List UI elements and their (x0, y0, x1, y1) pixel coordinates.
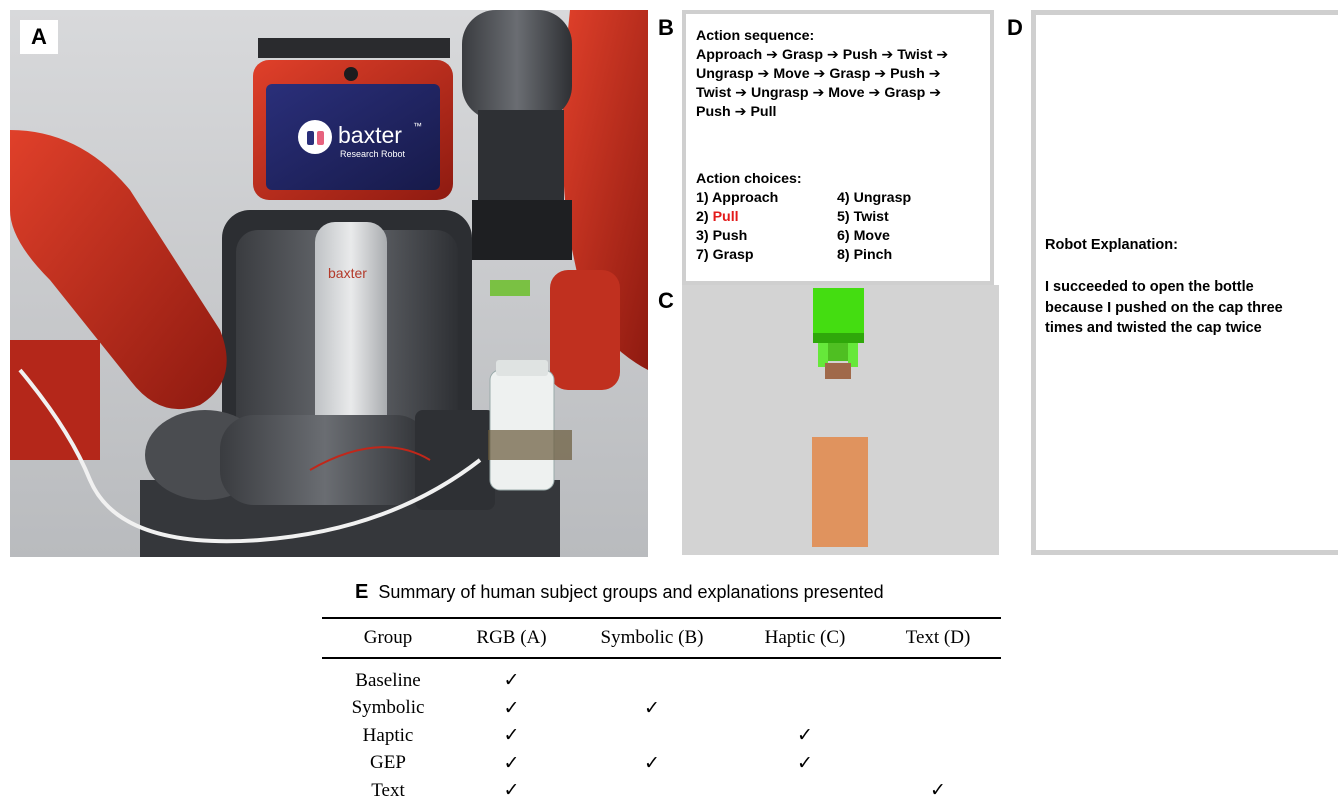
gripper-finger-left (818, 343, 828, 367)
action-choice: 1) Approach (696, 189, 837, 208)
choice-label: Pinch (853, 247, 893, 263)
empty-cell (569, 722, 735, 750)
checkmark-cell: ✓ (797, 752, 813, 774)
explanation-line: because I pushed on the cap three (1045, 299, 1283, 316)
choice-label: Grasp (712, 247, 754, 263)
empty-cell (875, 722, 1001, 750)
column-header-rgb: RGB (A) (476, 627, 547, 648)
action-choice: 6) Move (837, 227, 977, 246)
empty-cell (875, 658, 1001, 695)
action-sequence: Approach ➔ Grasp ➔ Push ➔ Twist ➔ Ungras… (696, 46, 980, 122)
checkmark-cell: ✓ (503, 670, 520, 692)
checkmark-cell: ✓ (503, 697, 520, 719)
screen-tm-text: ™ (413, 121, 422, 131)
empty-cell (569, 777, 735, 805)
choice-number: 2) (696, 209, 709, 225)
column-header-text: Text (D) (905, 627, 971, 648)
empty-cell (735, 658, 875, 695)
action-choice: 4) Ungrasp (837, 189, 977, 208)
group-name-cell: Haptic (362, 724, 414, 746)
action-choices-title: Action choices: (696, 171, 802, 187)
bottle-body (812, 437, 868, 547)
checkmark-cell: ✓ (930, 780, 946, 802)
choice-label: Move (853, 228, 890, 244)
gripper-finger-right (848, 343, 858, 367)
checkmark-cell: ✓ (644, 752, 660, 774)
action-sequence-line: Ungrasp ➔ Move ➔ Grasp ➔ Push ➔ (696, 66, 941, 82)
checkmark-cell: ✓ (503, 752, 520, 774)
panel-letter-d: D (1007, 15, 1023, 40)
robot-photo: baxter baxter ™ Research Robot (10, 10, 648, 557)
action-sequence-line: Approach ➔ Grasp ➔ Push ➔ Twist ➔ (696, 47, 949, 63)
column-header-haptic: Haptic (C) (764, 627, 846, 648)
gripper-palm (813, 288, 864, 333)
haptic-gripper-illustration (812, 288, 868, 547)
table-row: Baseline ✓ (322, 658, 1001, 695)
choice-label: Twist (853, 209, 889, 225)
table-row: Symbolic ✓ ✓ (322, 695, 1001, 723)
empty-cell (875, 750, 1001, 778)
action-choices-list: 1) Approach 4) Ungrasp 2) Pull 5) Twist … (696, 189, 980, 265)
table-row: GEP ✓ ✓ ✓ (322, 750, 1001, 778)
haptic-visualization-panel (682, 285, 999, 555)
baxter-robot-illustration: baxter baxter ™ Research Robot (10, 10, 648, 557)
group-name-cell: GEP (370, 752, 406, 774)
choice-label-highlighted: Pull (712, 209, 739, 225)
table-caption: E Summary of human subject groups and exp… (355, 581, 884, 603)
choice-number: 5) (837, 209, 850, 225)
empty-cell (735, 777, 875, 805)
checkmark-cell: ✓ (797, 725, 813, 747)
action-sequence-line: Twist ➔ Ungrasp ➔ Move ➔ Grasp ➔ (696, 85, 942, 101)
torso-brand-text: baxter (328, 265, 367, 281)
action-sequence-line: Push ➔ Pull (696, 104, 777, 120)
symbolic-explanation-panel: Action sequence: Approach ➔ Grasp ➔ Push… (682, 10, 994, 285)
panel-letter-b: B (658, 15, 674, 40)
screen-brand-text: baxter (338, 122, 402, 148)
panel-letter-a: A (20, 20, 58, 54)
column-header-symbolic: Symbolic (B) (600, 627, 704, 648)
choice-number: 6) (837, 228, 850, 244)
group-name-cell: Baseline (355, 669, 421, 691)
gripper-center (828, 343, 848, 361)
table-header-row: Group RGB (A) Symbolic (B) Haptic (C) Te… (322, 618, 1001, 658)
explanation-line: I succeeded to open the bottle (1045, 279, 1254, 295)
group-name-cell: Symbolic (351, 697, 425, 719)
action-sequence-title: Action sequence: (696, 28, 815, 44)
robot-explanation-title: Robot Explanation: (1045, 237, 1178, 253)
choice-label: Approach (712, 190, 779, 206)
column-header-group: Group (363, 627, 413, 648)
subject-groups-table: Group RGB (A) Symbolic (B) Haptic (C) Te… (322, 617, 1001, 805)
table-row: Text ✓ ✓ (322, 777, 1001, 805)
action-choice: 3) Push (696, 227, 837, 246)
checkmark-cell: ✓ (503, 725, 520, 747)
choice-number: 7) (696, 247, 709, 263)
action-choice: 7) Grasp (696, 246, 837, 265)
group-name-cell: Text (371, 779, 405, 801)
panel-letter-c: C (658, 288, 674, 313)
panel-letter-e: E (355, 581, 369, 603)
bottle-cap (825, 363, 851, 379)
choice-label: Ungrasp (853, 190, 912, 206)
action-choice: 8) Pinch (837, 246, 977, 265)
choice-number: 3) (696, 228, 709, 244)
choice-number: 4) (837, 190, 850, 206)
action-choice: 5) Twist (837, 208, 977, 227)
choice-label: Push (712, 228, 748, 244)
screen-sub-text: Research Robot (340, 149, 406, 159)
table-body: Baseline ✓ Symbolic ✓ ✓ Haptic ✓ ✓ GEP ✓ ✓ ✓ Text ✓ ✓ (322, 658, 1001, 805)
checkmark-cell: ✓ (644, 697, 660, 719)
table-row: Haptic ✓ ✓ (322, 722, 1001, 750)
action-choice: 2) Pull (696, 208, 837, 227)
choice-number: 1) (696, 190, 709, 206)
empty-cell (735, 695, 875, 723)
robot-explanation-text: I succeeded to open the bottle because I… (1045, 277, 1335, 339)
checkmark-cell: ✓ (503, 780, 520, 802)
gripper-base (813, 333, 864, 343)
table-caption-text: Summary of human subject groups and expl… (378, 582, 884, 602)
choice-number: 8) (837, 247, 850, 263)
empty-cell (875, 695, 1001, 723)
empty-cell (569, 658, 735, 695)
text-explanation-panel: Robot Explanation: I succeeded to open t… (1031, 10, 1338, 555)
explanation-line: times and twisted the cap twice (1045, 320, 1262, 336)
